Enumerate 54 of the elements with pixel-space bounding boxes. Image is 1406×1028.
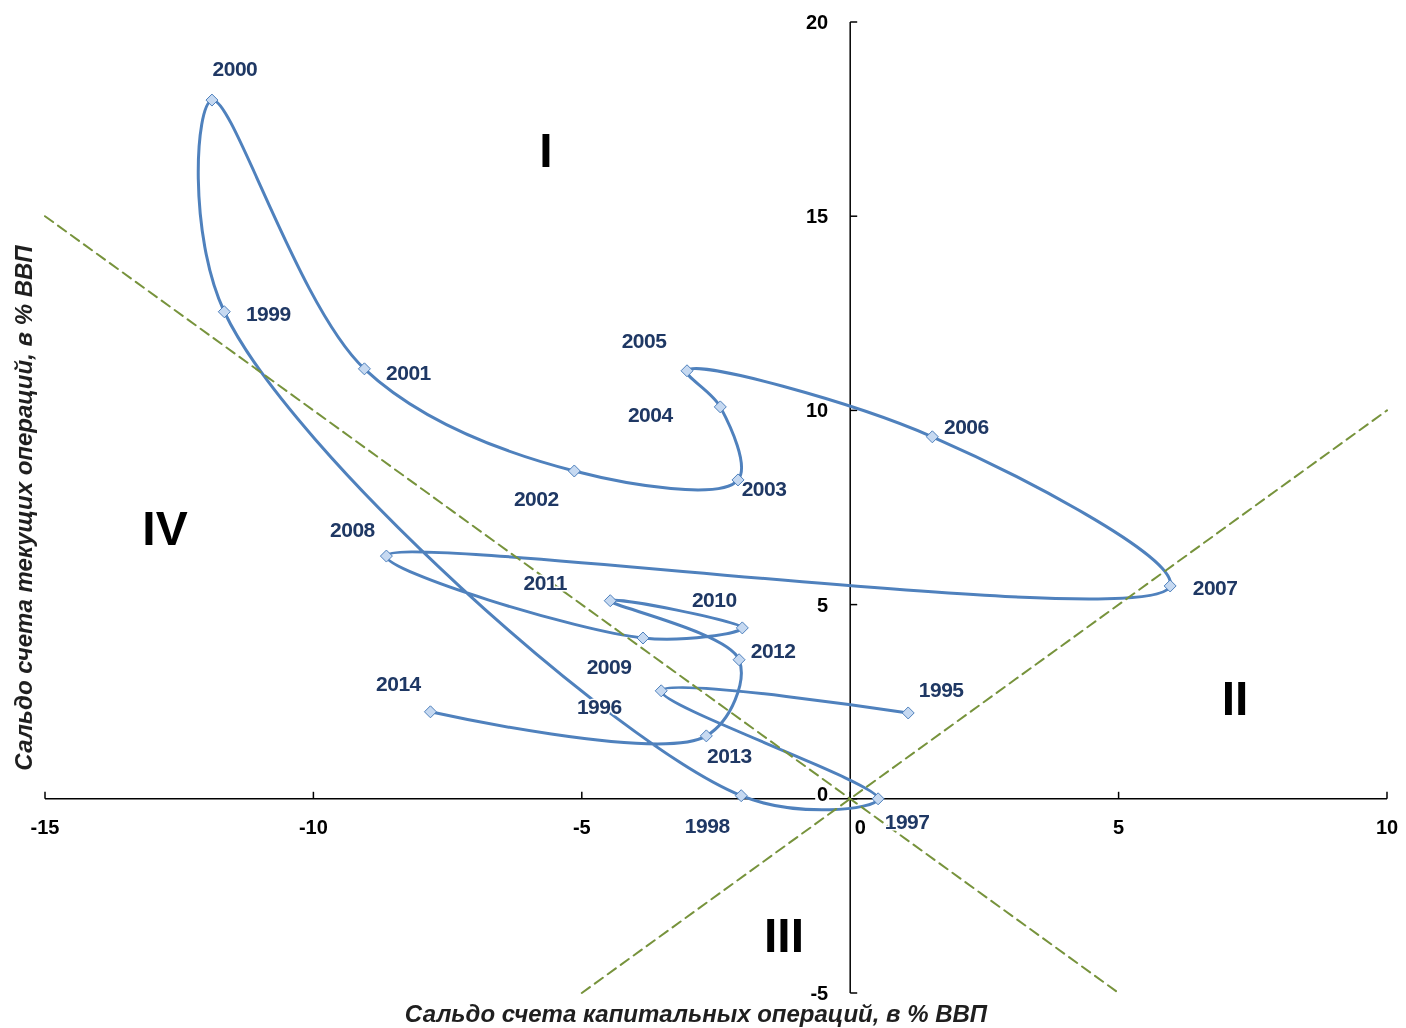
annotation: 2002 [513,487,559,511]
annotation: 2009 [586,654,632,678]
annotation: 2006 [943,415,989,439]
annotation: 2013 [706,744,752,768]
x-tick-label: 5 [1113,815,1125,838]
point [654,684,668,698]
point [901,706,915,720]
annotation: 2003 [741,477,787,501]
point [735,621,749,635]
annotation: 2005 [621,329,668,353]
annotation: 2008 [330,517,376,541]
x-tick-label: -15 [30,815,60,838]
point [732,653,746,667]
point [603,594,617,608]
point [871,792,885,806]
y-tick-label: 5 [817,593,829,616]
point [699,729,713,743]
point [423,705,437,719]
x-tick-label: 10 [1375,815,1399,838]
annotation: 2000 [212,56,258,80]
y-tick-label: 0 [817,782,829,805]
point [217,305,231,319]
annotation: 1997 [884,810,930,834]
point [713,400,727,414]
x-tick-label: 0 [854,815,866,838]
point [357,362,371,376]
annotation: IV [142,501,188,555]
x-tick-label: -10 [298,815,328,838]
annotation: 1999 [245,302,291,326]
point [1163,579,1177,593]
point [734,789,748,803]
y-tick-label: 15 [805,205,829,228]
annotation: 2007 [1192,576,1238,600]
point [636,631,650,645]
annotation: I [539,123,553,177]
point [379,549,393,563]
annotation: 2010 [691,588,737,612]
point [680,364,694,378]
annotation: 2014 [376,672,422,696]
annotation: 1998 [684,814,731,838]
annotation: 2004 [627,403,674,427]
annotation: III [763,908,805,962]
annotation: 2001 [386,361,432,385]
annotation: II [1221,671,1249,725]
annotation: 2011 [523,571,568,595]
y-tick-label: 20 [805,11,829,33]
y-axis-title: Сальдо счета текущих операций, в % ВВП [10,244,37,771]
point [205,93,219,107]
annotation: 2012 [750,639,796,663]
y-tick-label: 10 [805,399,829,422]
point [925,430,939,444]
point [567,464,581,478]
x-tick-label: -5 [572,815,591,838]
annotation: 1995 [918,678,965,702]
